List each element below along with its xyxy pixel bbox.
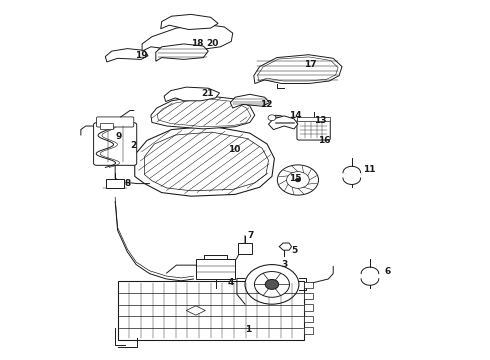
Bar (238, 243, 252, 254)
FancyBboxPatch shape (97, 117, 134, 127)
Bar (304, 293, 313, 300)
Text: 14: 14 (289, 111, 302, 120)
Bar (304, 327, 313, 334)
Bar (100, 123, 113, 129)
Text: 1: 1 (245, 325, 251, 334)
Circle shape (245, 265, 299, 304)
Text: 19: 19 (135, 51, 147, 60)
Circle shape (295, 178, 300, 182)
FancyBboxPatch shape (297, 120, 330, 140)
Polygon shape (142, 24, 233, 51)
Bar (196, 259, 235, 279)
Bar (118, 281, 304, 340)
Polygon shape (156, 44, 208, 61)
Text: 4: 4 (228, 278, 234, 287)
FancyBboxPatch shape (94, 123, 137, 165)
Circle shape (287, 172, 309, 188)
Text: 8: 8 (125, 179, 131, 188)
Bar (106, 179, 124, 188)
Polygon shape (186, 306, 205, 315)
Polygon shape (105, 49, 148, 62)
Bar (304, 305, 313, 311)
Text: 18: 18 (191, 39, 204, 48)
Polygon shape (164, 87, 220, 102)
Text: 13: 13 (314, 116, 326, 125)
Polygon shape (135, 126, 274, 196)
Text: 17: 17 (304, 60, 317, 69)
Text: 2: 2 (130, 141, 136, 150)
Bar (297, 117, 330, 121)
Text: 11: 11 (363, 165, 375, 174)
Circle shape (265, 279, 279, 289)
Text: 15: 15 (289, 174, 302, 183)
Polygon shape (151, 95, 255, 129)
Bar (304, 282, 313, 288)
Text: 16: 16 (318, 136, 331, 145)
Text: 3: 3 (282, 260, 288, 269)
Text: 9: 9 (115, 132, 122, 141)
Text: 7: 7 (247, 231, 254, 240)
Bar (304, 316, 313, 322)
Text: 12: 12 (260, 100, 272, 109)
Circle shape (277, 165, 318, 195)
Circle shape (254, 271, 290, 297)
Polygon shape (269, 116, 298, 130)
Text: 5: 5 (292, 246, 298, 255)
Text: 6: 6 (385, 267, 391, 276)
Text: 10: 10 (228, 145, 240, 154)
Text: 20: 20 (206, 39, 218, 48)
Polygon shape (230, 94, 270, 108)
Polygon shape (161, 14, 218, 30)
Polygon shape (254, 55, 342, 84)
Text: 21: 21 (201, 89, 214, 98)
Circle shape (268, 115, 276, 121)
